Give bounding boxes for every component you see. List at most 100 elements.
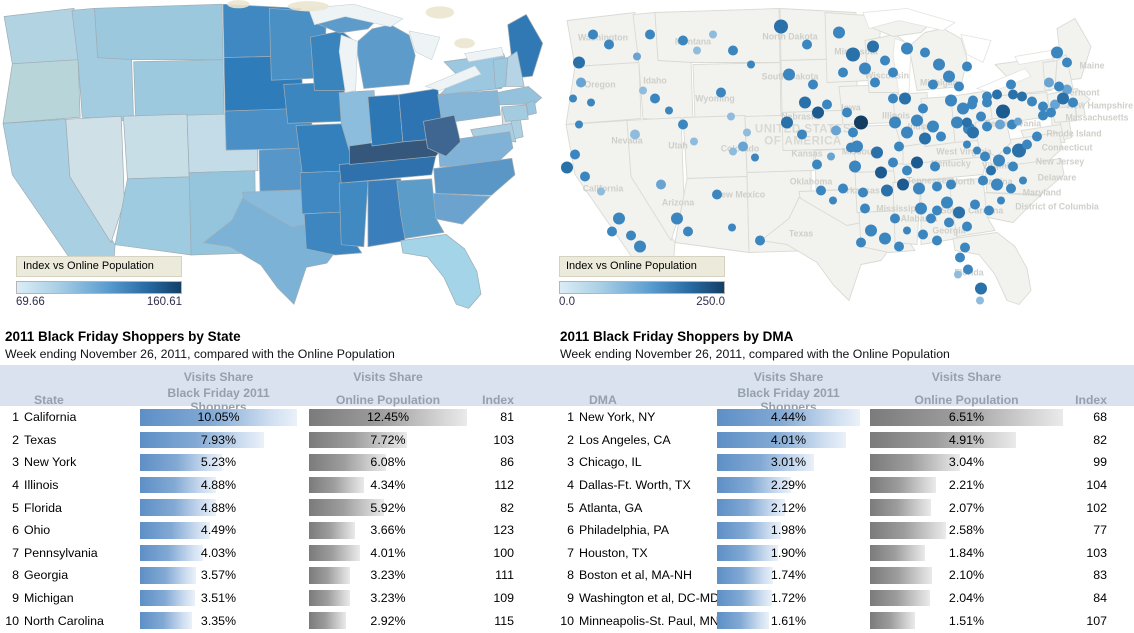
- dma-dot[interactable]: [816, 185, 826, 196]
- dma-dot[interactable]: [576, 77, 586, 88]
- dma-dot[interactable]: [976, 296, 984, 305]
- dma-dot[interactable]: [639, 86, 647, 95]
- dma-dot[interactable]: [781, 116, 793, 129]
- dma-dot[interactable]: [888, 67, 898, 78]
- dma-dot[interactable]: [860, 203, 870, 214]
- dma-dot[interactable]: [1019, 176, 1027, 185]
- bf-share-bar[interactable]: [717, 521, 781, 539]
- dma-dot[interactable]: [729, 147, 737, 156]
- dma-dot[interactable]: [902, 165, 912, 176]
- state-shape-NV[interactable]: [65, 115, 125, 243]
- table-row[interactable]: 10 Minneapolis-St. Paul, MN 1.61% 1.51% 107: [555, 609, 1134, 632]
- dma-dot[interactable]: [1017, 91, 1027, 102]
- dma-dot[interactable]: [930, 161, 940, 172]
- state-shape-OR[interactable]: [2, 59, 81, 124]
- dma-dot[interactable]: [607, 226, 617, 237]
- dma-dot[interactable]: [992, 89, 1002, 100]
- dma-dot[interactable]: [889, 116, 901, 129]
- dma-dot[interactable]: [1014, 117, 1022, 126]
- bf-share-bar[interactable]: [140, 499, 217, 516]
- pop-share-bar[interactable]: [870, 499, 932, 516]
- dma-dot[interactable]: [954, 81, 964, 92]
- bf-share-bar[interactable]: [140, 589, 195, 607]
- dma-dot[interactable]: [831, 125, 841, 136]
- dma-dot[interactable]: [575, 120, 583, 129]
- table-row[interactable]: 8 Boston et al, MA-NH 1.74% 2.10% 83: [555, 564, 1134, 587]
- dma-dot[interactable]: [1012, 143, 1026, 158]
- dma-dot[interactable]: [573, 56, 585, 69]
- dma-dot[interactable]: [858, 187, 868, 198]
- table-row[interactable]: 2 Texas 7.93% 7.72% 103: [0, 428, 555, 452]
- pop-share-bar[interactable]: [309, 567, 350, 584]
- dma-dot[interactable]: [915, 202, 927, 215]
- dma-dot[interactable]: [970, 199, 980, 210]
- dma-dot[interactable]: [846, 47, 860, 62]
- dma-dot[interactable]: [899, 92, 911, 105]
- dma-dot[interactable]: [859, 62, 871, 75]
- dma-dot[interactable]: [569, 94, 577, 103]
- dma-dot[interactable]: [1057, 92, 1069, 105]
- state-shape-NC[interactable]: [433, 158, 516, 196]
- dma-dot[interactable]: [901, 42, 913, 55]
- pop-share-bar[interactable]: [870, 612, 915, 629]
- table-row[interactable]: 6 Ohio 4.49% 3.66% 123: [0, 518, 555, 542]
- dma-dot[interactable]: [709, 30, 717, 39]
- dma-dot[interactable]: [954, 270, 962, 279]
- dma-dot[interactable]: [633, 52, 641, 61]
- dma-dot[interactable]: [943, 70, 955, 83]
- dma-dot[interactable]: [1008, 161, 1018, 172]
- dma-dot[interactable]: [978, 175, 988, 186]
- dma-dot[interactable]: [945, 94, 957, 107]
- dma-dot[interactable]: [645, 29, 655, 40]
- dma-dot[interactable]: [967, 99, 977, 110]
- dma-dot[interactable]: [671, 212, 683, 225]
- dma-dot[interactable]: [933, 58, 945, 71]
- table-row[interactable]: 1 California 10.05% 12.45% 81: [0, 406, 555, 429]
- dma-dot[interactable]: [848, 127, 858, 138]
- dma-dot[interactable]: [984, 205, 994, 216]
- dma-dot[interactable]: [875, 166, 887, 179]
- dma-dot[interactable]: [1062, 84, 1072, 95]
- state-shape-WY[interactable]: [133, 59, 225, 120]
- dma-dot[interactable]: [881, 184, 893, 197]
- table-row[interactable]: 5 Florida 4.88% 5.92% 82: [0, 496, 555, 519]
- bf-share-bar[interactable]: [717, 612, 769, 629]
- dma-dot[interactable]: [665, 106, 673, 115]
- dma-dot[interactable]: [962, 221, 972, 232]
- dma-dot[interactable]: [604, 39, 614, 50]
- dma-dot[interactable]: [973, 146, 981, 155]
- dma-dot[interactable]: [1038, 101, 1048, 112]
- bf-share-bar[interactable]: [717, 476, 791, 494]
- dma-dot[interactable]: [955, 252, 965, 263]
- dma-dot[interactable]: [976, 111, 986, 122]
- dma-dot[interactable]: [1032, 131, 1042, 142]
- table-row[interactable]: 3 Chicago, IL 3.01% 3.04% 99: [555, 451, 1134, 474]
- state-shape-MI[interactable]: [355, 24, 416, 89]
- bf-share-bar[interactable]: [140, 409, 297, 426]
- bf-share-bar[interactable]: [140, 431, 264, 449]
- dma-dot[interactable]: [944, 217, 954, 228]
- state-shape-MS[interactable]: [338, 180, 369, 248]
- pop-share-bar[interactable]: [309, 499, 385, 516]
- table-row[interactable]: 9 Michigan 3.51% 3.23% 109: [0, 586, 555, 610]
- pop-share-bar[interactable]: [309, 409, 467, 426]
- dma-dot[interactable]: [960, 242, 970, 253]
- dma-dot[interactable]: [870, 77, 880, 88]
- dma-dot[interactable]: [963, 264, 973, 275]
- table-row[interactable]: 8 Georgia 3.57% 3.23% 111: [0, 564, 555, 587]
- dma-dot[interactable]: [986, 165, 996, 176]
- bf-share-bar[interactable]: [140, 544, 203, 562]
- dma-dot[interactable]: [690, 137, 698, 146]
- dma-dot[interactable]: [982, 121, 992, 132]
- dma-dot[interactable]: [918, 103, 928, 114]
- dma-dot[interactable]: [1068, 97, 1078, 108]
- dma-dot[interactable]: [911, 156, 923, 169]
- dma-dot[interactable]: [774, 19, 788, 34]
- dma-dot[interactable]: [626, 230, 636, 241]
- dma-dot[interactable]: [1050, 99, 1060, 110]
- dma-dot[interactable]: [728, 223, 736, 232]
- dma-dot[interactable]: [588, 29, 598, 40]
- pop-share-bar[interactable]: [870, 476, 936, 494]
- pop-share-bar[interactable]: [309, 454, 387, 471]
- bf-share-bar[interactable]: [717, 409, 860, 426]
